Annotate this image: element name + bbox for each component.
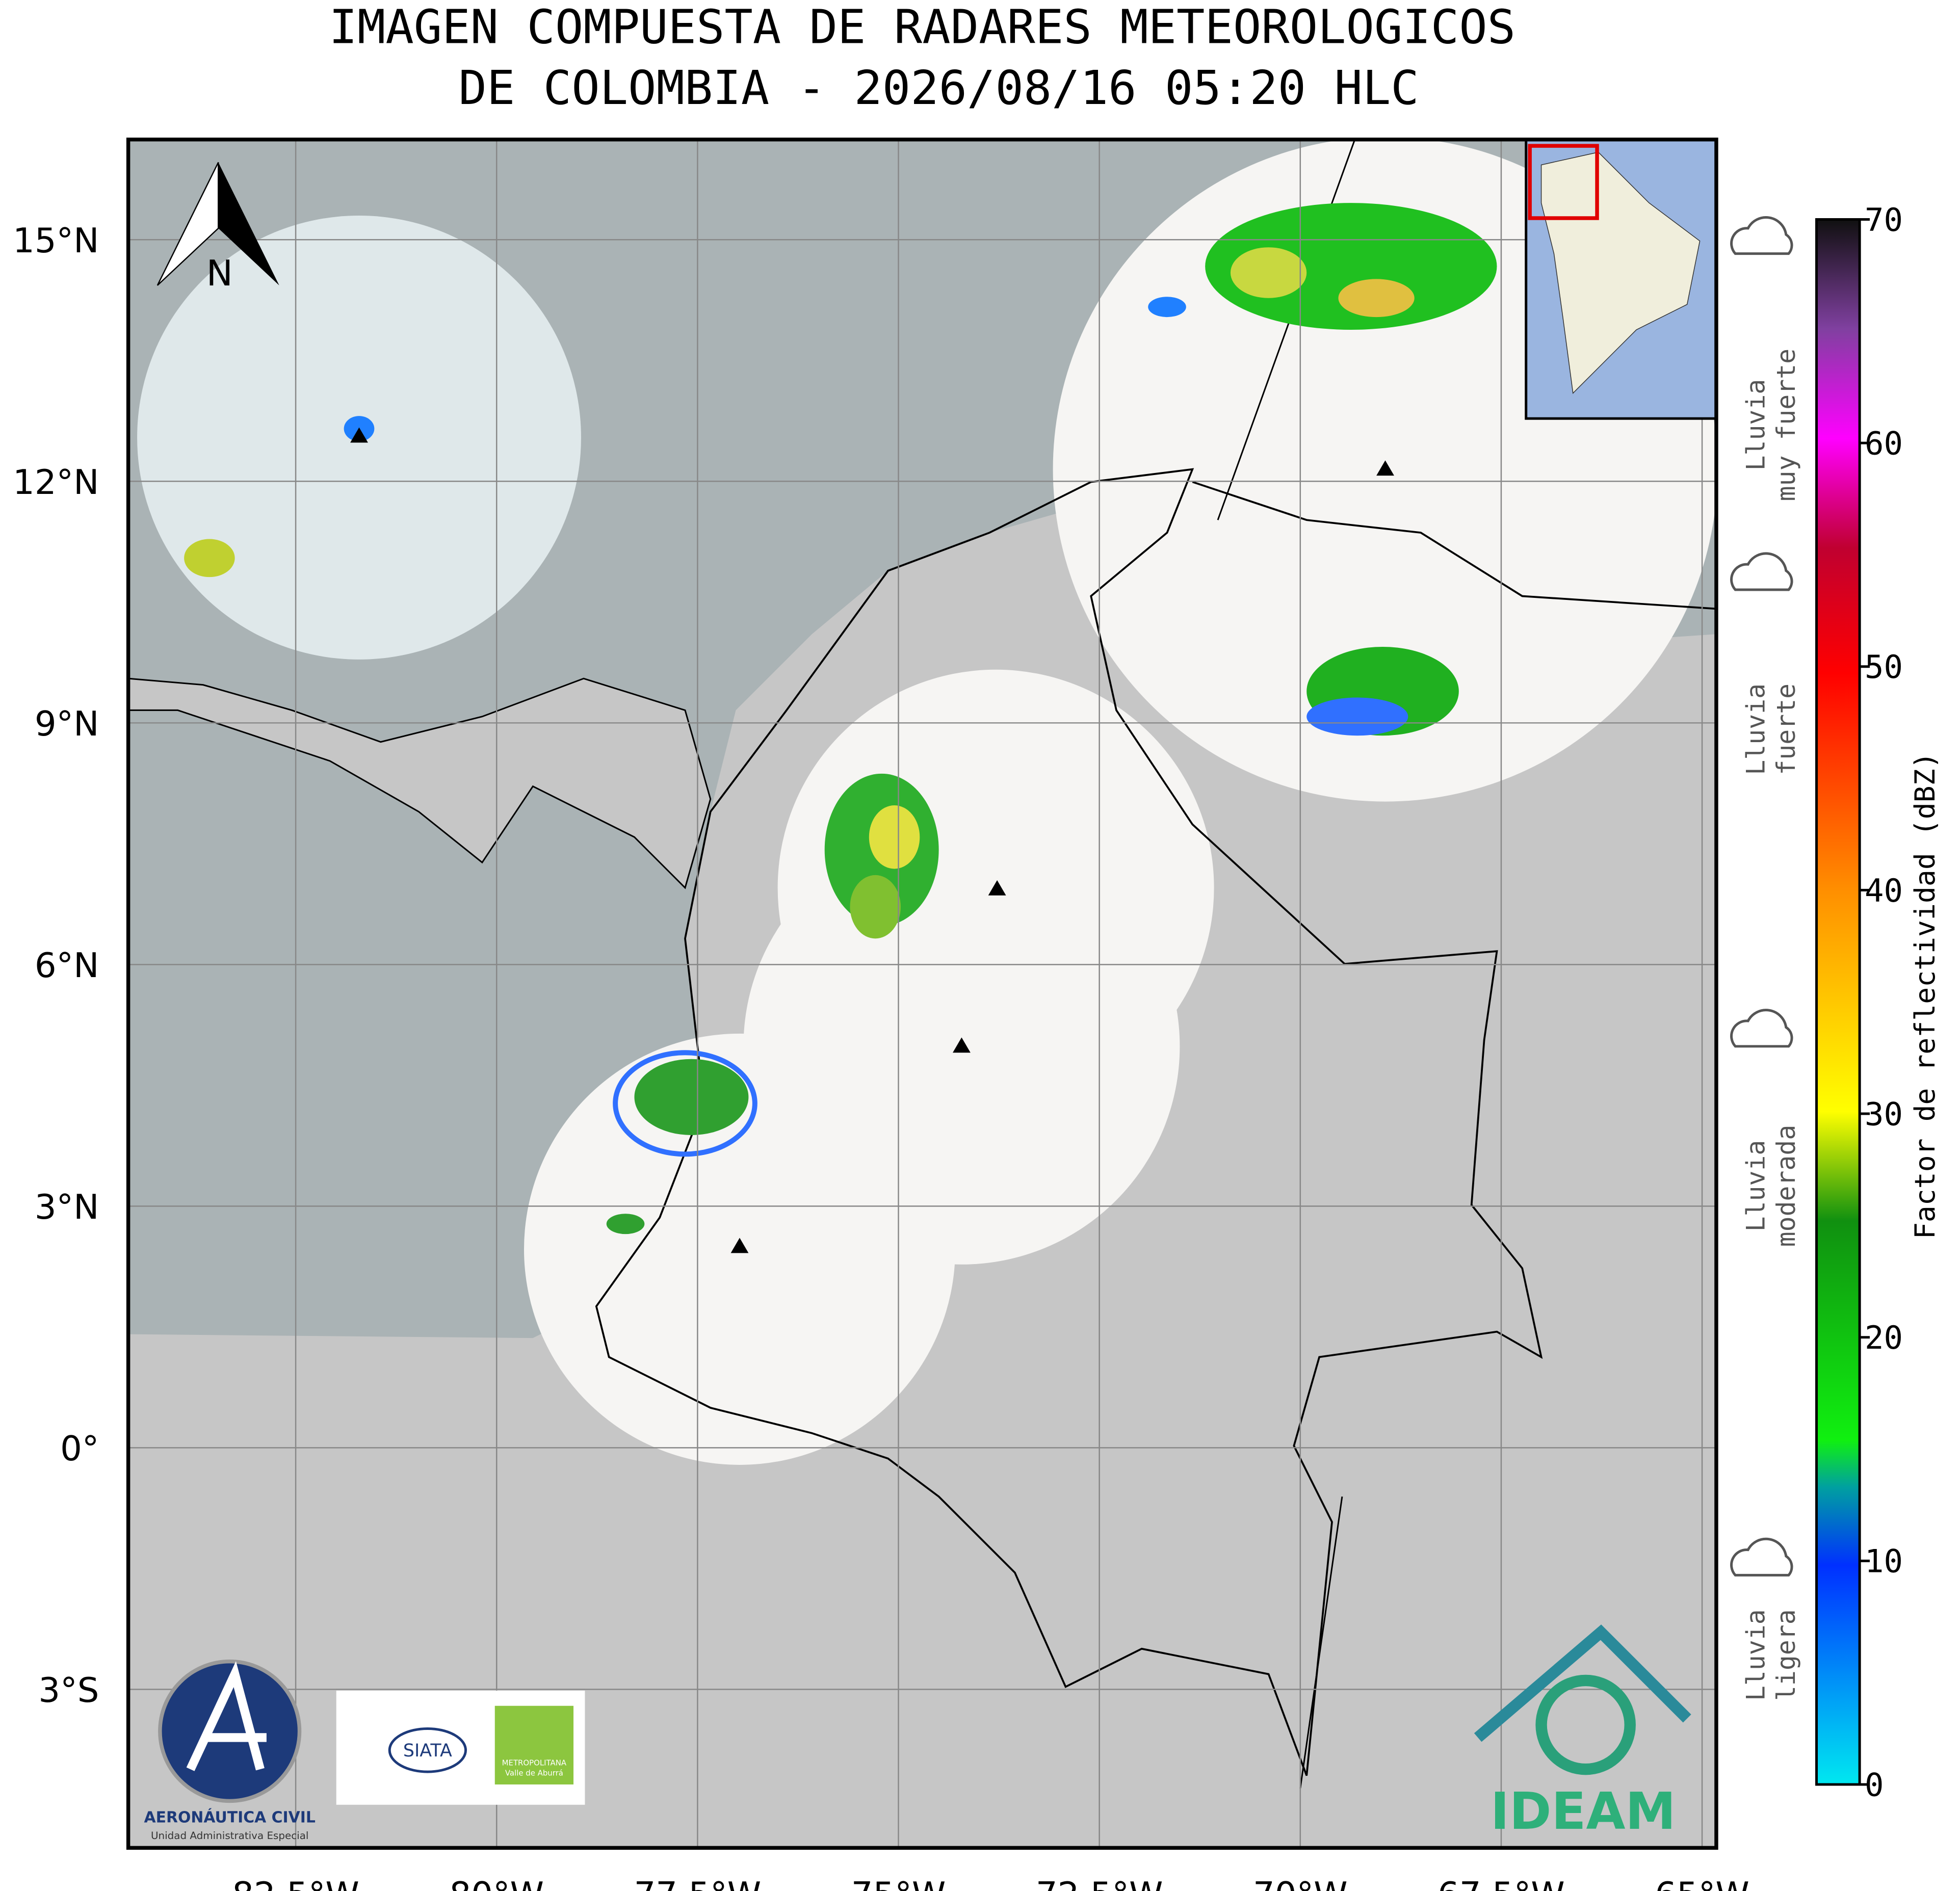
lat-label: 12°N <box>13 462 99 502</box>
logo-text: Unidad Administrativa Especial <box>151 1830 308 1842</box>
colorbar-tick-label: 50 <box>1865 648 1903 686</box>
rain-category: Lluvia fuerte <box>1741 684 1801 775</box>
lon-label: 72.5°W <box>1036 1875 1163 1891</box>
colorbar <box>1815 218 1861 1786</box>
rain-category: Lluvia moderada <box>1741 1125 1801 1247</box>
rain-category-label: ligera <box>1771 1609 1801 1701</box>
rain-category-label: Lluvia <box>1741 1140 1770 1232</box>
radar-sites <box>350 427 1394 1253</box>
colorbar-tick-label: 70 <box>1865 201 1903 239</box>
colorbar-label: Factor de reflectividad (dBZ) <box>1909 752 1941 1239</box>
logo-text: Valle de Aburrá <box>505 1769 563 1778</box>
inset-map <box>1525 139 1716 420</box>
ideam-logo: IDEAM <box>1474 1624 1691 1841</box>
lon-label: 77.5°W <box>634 1875 762 1891</box>
map-frame <box>126 137 1718 1850</box>
title-line: IMAGEN COMPUESTA DE RADARES METEOROLOGIC… <box>329 0 1516 55</box>
colorbar-tick-label: 60 <box>1865 425 1903 462</box>
rain-category-label: muy fuerte <box>1771 349 1801 502</box>
colorbar-tick-label: 40 <box>1865 872 1903 909</box>
logo-text: AERONÁUTICA CIVIL <box>144 1808 316 1827</box>
siata-logo: SIATA METROPOLITANA Valle de Aburrá <box>336 1690 585 1805</box>
map: N AERONÁUTICA CIVIL Unidad Administrativ… <box>128 139 1716 1848</box>
rain-category-label: moderada <box>1771 1125 1801 1247</box>
weather-icon <box>1730 552 1793 591</box>
colorbar-axis: 0 10 20 30 40 50 60 70 <box>1860 201 1903 1803</box>
colombia-border <box>595 468 1543 1776</box>
colorbar-tick-label: 20 <box>1865 1319 1903 1356</box>
logo-text: SIATA <box>403 1741 452 1761</box>
lon-label: 75°W <box>851 1875 946 1891</box>
rain-category-label: Lluvia <box>1741 1609 1770 1701</box>
weather-icon <box>1730 216 1793 255</box>
weather-icon <box>1730 1009 1793 1048</box>
title-line: DE COLOMBIA - 2026/08/16 05:20 HLC <box>459 61 1419 115</box>
logo-text: IDEAM <box>1491 1782 1676 1841</box>
colorbar-tick-label: 0 <box>1865 1766 1884 1803</box>
colorbar-tick-label: 30 <box>1865 1095 1903 1133</box>
graticule <box>128 139 1716 1848</box>
aerocivil-logo: AERONÁUTICA CIVIL Unidad Administrativa … <box>144 1659 316 1842</box>
coastline <box>1192 481 1716 610</box>
central-america <box>128 677 712 889</box>
lat-label: 3°S <box>38 1670 99 1710</box>
rain-category: Lluvia muy fuerte <box>1741 349 1801 502</box>
lon-label: 65°W <box>1655 1875 1749 1891</box>
axes: 82.5°W 80°W 77.5°W 75°W 72.5°W 70°W 67.5°W 65°W… <box>13 221 1749 1891</box>
lat-label: 3°N <box>35 1187 99 1227</box>
lon-label: 80°W <box>449 1875 543 1891</box>
rain-category: Lluvia ligera <box>1741 1609 1801 1701</box>
colorbar-tick-label: 10 <box>1865 1543 1903 1580</box>
lat-label: 0° <box>60 1429 99 1468</box>
rain-category-label: Lluvia <box>1741 379 1770 471</box>
precipitation <box>184 203 1497 1235</box>
lat-label: 9°N <box>35 704 99 744</box>
lat-label: 15°N <box>13 221 99 260</box>
lon-label: 70°W <box>1253 1875 1347 1891</box>
rain-category-label: fuerte <box>1771 684 1801 775</box>
north-label: N <box>206 253 233 294</box>
rain-category-label: Lluvia <box>1741 684 1770 775</box>
logo-text: METROPOLITANA <box>502 1758 567 1768</box>
lat-label: 6°N <box>35 946 99 985</box>
lon-label: 67.5°W <box>1438 1875 1565 1891</box>
boundary <box>1217 139 1356 520</box>
lon-label: 82.5°W <box>232 1875 359 1891</box>
weather-icon <box>1730 1537 1793 1577</box>
boundary <box>1299 1496 1343 1789</box>
